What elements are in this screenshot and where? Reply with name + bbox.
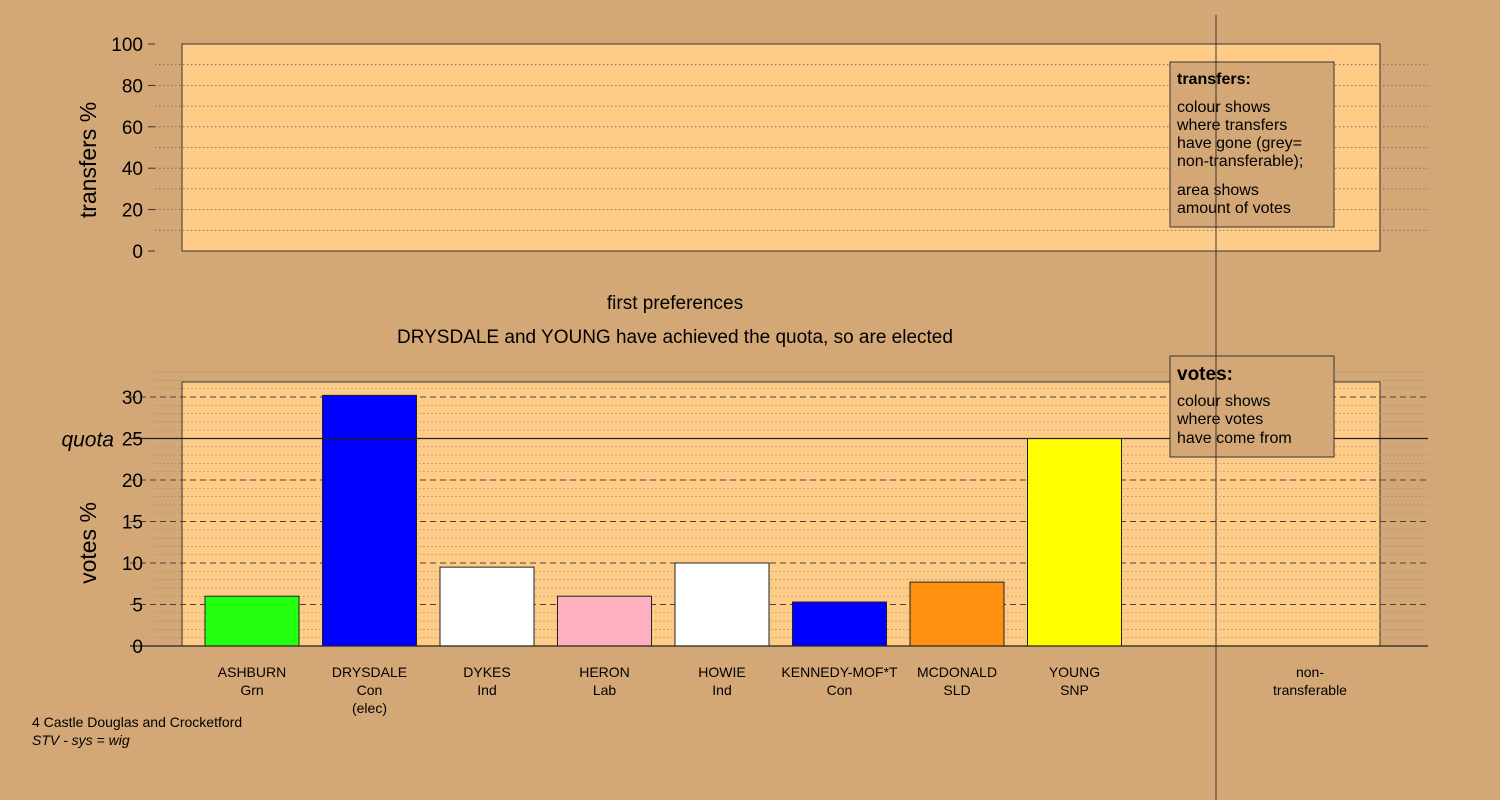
candidate-name: MCDONALD: [917, 664, 997, 680]
candidate-party: SLD: [943, 682, 970, 698]
bar-dykes: [439, 566, 535, 647]
y-tick-label: 15: [122, 513, 143, 534]
votes-legend-heading: votes:: [1177, 364, 1233, 385]
transfers-legend-line: amount of votes: [1177, 200, 1291, 217]
transfers-legend-heading: transfers:: [1177, 71, 1251, 88]
y-tick-label: 25: [122, 430, 143, 451]
transfers-legend-line: where transfers: [1176, 117, 1287, 134]
candidate-party: Grn: [240, 682, 263, 698]
votes-bars: [204, 394, 1122, 647]
transfers-y-ticks: 0 20 40 60 80 100: [111, 35, 155, 263]
candidate-note: (elec): [352, 700, 387, 716]
nontransferable-label: non-: [1296, 664, 1324, 680]
votes-legend: votes: colour shows where votes have com…: [1169, 355, 1335, 458]
candidate-name: DYKES: [463, 664, 510, 680]
candidate-party: Ind: [477, 682, 496, 698]
transfers-legend-box: [1169, 61, 1335, 228]
candidate-name: KENNEDY-MOF*T: [781, 664, 898, 680]
transfers-legend-line: colour shows: [1177, 99, 1270, 116]
candidate-name: ASHBURN: [218, 664, 286, 680]
votes-y-axis-label: votes %: [75, 502, 101, 584]
stage-title: first preferences: [607, 293, 743, 314]
candidate-party: SNP: [1060, 682, 1089, 698]
transfers-legend: transfers: colour shows where transfers …: [1169, 61, 1335, 228]
y-tick-label: 0: [132, 637, 143, 658]
votes-legend-line: colour shows: [1177, 393, 1270, 410]
bar-mcdonald: [909, 581, 1005, 647]
transfers-legend-line: have gone (grey=: [1177, 135, 1302, 152]
bar-ashburn: [204, 595, 300, 647]
quota-label: quota: [61, 429, 114, 452]
votes-legend-box: [1169, 355, 1335, 458]
nontransferable-label: transferable: [1273, 682, 1347, 698]
candidate-party: Lab: [593, 682, 617, 698]
bar-drysdale: [322, 394, 417, 647]
candidate-name: YOUNG: [1049, 664, 1100, 680]
y-tick-label: 20: [122, 201, 143, 222]
y-tick-label: 100: [111, 35, 143, 56]
candidate-name: DRYSDALE: [332, 664, 407, 680]
candidate-party: Ind: [712, 682, 731, 698]
system-note: STV - sys = wig: [32, 732, 130, 748]
candidate-name: HERON: [579, 664, 630, 680]
candidate-party: Con: [357, 682, 383, 698]
votes-y-ticks: 0 5 10 15 20 25 30: [122, 388, 143, 658]
bar-young: [1027, 438, 1122, 647]
y-tick-label: 5: [132, 596, 143, 617]
candidate-party: Con: [827, 682, 853, 698]
y-tick-label: 60: [122, 118, 143, 139]
transfers-y-axis-label: transfers %: [75, 102, 101, 218]
y-tick-label: 20: [122, 471, 143, 492]
votes-x-tick-labels: ASHBURN Grn DRYSDALE Con (elec) DYKES Ind HERON…: [218, 664, 1100, 716]
y-tick-label: 40: [122, 159, 143, 180]
bar-kennedy-mof-t: [792, 601, 887, 647]
stage-message: DRYSDALE and YOUNG have achieved the quo…: [397, 327, 953, 348]
transfers-legend-line: non-transferable);: [1177, 153, 1303, 170]
candidate-name: HOWIE: [698, 664, 745, 680]
bar-heron: [557, 595, 652, 647]
votes-legend-line: have come from: [1177, 430, 1292, 447]
bar-howie: [674, 562, 770, 647]
y-tick-label: 80: [122, 76, 143, 97]
transfers-legend-line: area shows: [1177, 182, 1259, 199]
votes-legend-line: where votes: [1176, 411, 1263, 428]
y-tick-label: 30: [122, 388, 143, 409]
y-tick-label: 0: [132, 242, 143, 263]
y-tick-label: 10: [122, 554, 143, 575]
ward-name: 4 Castle Douglas and Crocketford: [32, 714, 242, 730]
